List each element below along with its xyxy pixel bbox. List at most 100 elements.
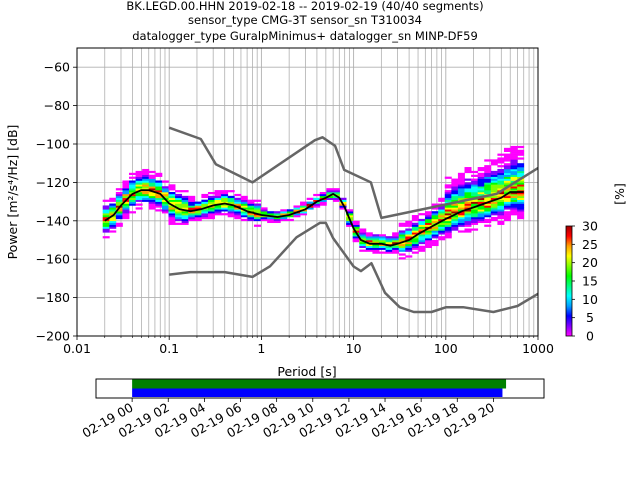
heatmap-cell xyxy=(168,218,176,222)
heatmap-cell xyxy=(122,188,130,191)
heatmap-cell xyxy=(477,167,485,170)
heatmap-cell xyxy=(517,211,525,214)
heatmap-cell xyxy=(464,190,472,193)
heatmap-cell xyxy=(214,195,222,199)
x-axis-label: Period [s] xyxy=(277,364,336,379)
heatmap-cell xyxy=(102,213,110,216)
heatmap-cell xyxy=(135,170,143,174)
heatmap-cell xyxy=(451,180,459,183)
heatmap-cell xyxy=(175,213,183,216)
y-tick-label: −60 xyxy=(44,60,70,75)
colorbar-tick-label: 20 xyxy=(582,255,598,270)
heatmap-cell xyxy=(503,168,511,172)
heatmap-cell xyxy=(378,234,386,237)
heatmap-cell xyxy=(129,186,136,189)
heatmap-cell xyxy=(359,230,367,233)
heatmap-cell xyxy=(471,180,479,183)
heatmap-cell xyxy=(247,216,255,220)
heatmap-cell xyxy=(148,199,156,202)
heatmap-cell xyxy=(135,186,143,189)
heatmap-cell xyxy=(142,178,150,181)
heatmap-cell xyxy=(240,213,248,216)
heatmap-cell xyxy=(175,222,183,225)
heatmap-cell xyxy=(234,213,242,216)
heatmap-cell xyxy=(411,238,419,241)
heatmap-cell xyxy=(194,207,202,210)
heatmap-cell xyxy=(444,230,452,233)
heatmap-cell xyxy=(510,209,518,212)
heatmap-cell xyxy=(517,193,525,197)
heatmap-cell xyxy=(201,209,209,212)
heatmap-cell xyxy=(155,199,163,202)
heatmap-cell xyxy=(484,182,492,185)
heatmap-cell xyxy=(471,215,479,218)
x-tick-label: 0.1 xyxy=(159,341,179,356)
heatmap-cell xyxy=(477,207,485,210)
heatmap-cell xyxy=(510,167,518,170)
heatmap-cell xyxy=(398,249,406,252)
heatmap-cell xyxy=(109,213,117,216)
heatmap-cell xyxy=(214,211,222,214)
heatmap-cell xyxy=(444,207,452,210)
heatmap-cell xyxy=(451,224,459,227)
heatmap-cell xyxy=(503,163,511,166)
heatmap-cell xyxy=(431,203,439,206)
heatmap-cell xyxy=(194,213,202,216)
heatmap-cell xyxy=(254,209,261,212)
heatmap-cell xyxy=(471,209,479,212)
heatmap-cell xyxy=(517,188,525,191)
heatmap-cell xyxy=(148,201,156,204)
heatmap-cell xyxy=(378,236,386,239)
heatmap-cell xyxy=(135,188,143,191)
heatmap-cell xyxy=(457,182,465,185)
heatmap-cell xyxy=(411,226,419,229)
heatmap-cell xyxy=(129,203,136,206)
heatmap-cell xyxy=(109,224,117,227)
heatmap-cell xyxy=(425,215,433,218)
heatmap-cell xyxy=(240,205,248,208)
heatmap-cell xyxy=(306,207,314,210)
heatmap-cell xyxy=(115,192,123,195)
heatmap-cell xyxy=(497,174,505,177)
heatmap-cell xyxy=(411,215,419,218)
heatmap-cell xyxy=(431,240,439,243)
heatmap-cell xyxy=(411,224,419,227)
heatmap-cell xyxy=(155,190,163,193)
heatmap-cell xyxy=(207,215,215,218)
heatmap-cell xyxy=(444,226,452,229)
heatmap-cell xyxy=(115,195,123,199)
heatmap-cell xyxy=(517,168,525,172)
heatmap-cell xyxy=(352,220,360,224)
heatmap-cell xyxy=(240,199,248,202)
heatmap-cell xyxy=(490,190,498,193)
heatmap-cell xyxy=(372,236,380,239)
heatmap-cell xyxy=(444,228,452,231)
heatmap-cell xyxy=(477,186,485,189)
heatmap-cell xyxy=(477,218,485,222)
heatmap-cell xyxy=(398,224,406,227)
heatmap-cell xyxy=(418,222,426,225)
heatmap-cell xyxy=(457,213,465,216)
heatmap-cell xyxy=(365,240,373,243)
heatmap-cell xyxy=(201,195,209,199)
heatmap-cell xyxy=(221,203,229,206)
heatmap-cell xyxy=(227,201,235,204)
heatmap-cell xyxy=(490,184,498,187)
heatmap-cell xyxy=(484,165,492,168)
heatmap-cell xyxy=(490,180,498,183)
heatmap-cell xyxy=(451,228,459,231)
heatmap-cell xyxy=(214,213,222,216)
heatmap-cell xyxy=(129,184,136,187)
heatmap-cell xyxy=(444,222,452,225)
heatmap-cell xyxy=(155,205,163,208)
heatmap-cell xyxy=(300,211,308,214)
heatmap-cell xyxy=(332,197,340,200)
heatmap-cell xyxy=(510,192,518,195)
heatmap-cell xyxy=(221,207,229,210)
heatmap-cell xyxy=(240,201,248,204)
heatmap-cell xyxy=(234,215,242,218)
heatmap-cell xyxy=(497,213,505,216)
heatmap-cell xyxy=(457,230,465,233)
heatmap-cell xyxy=(477,176,485,179)
heatmap-cell xyxy=(497,207,505,210)
